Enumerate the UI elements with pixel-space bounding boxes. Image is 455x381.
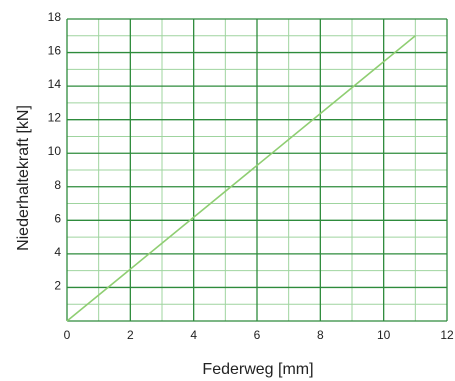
x-tick-label: 12 (440, 328, 454, 342)
y-tick-label: 12 (48, 111, 62, 125)
y-tick-labels: 2 4 6 8 10 12 14 16 18 (48, 10, 62, 292)
y-tick-label: 6 (54, 211, 61, 225)
y-tick-label: 10 (48, 144, 62, 158)
grid-major (66, 18, 448, 322)
y-tick-label: 16 (48, 44, 62, 58)
x-tick-label: 4 (190, 328, 197, 342)
y-tick-label: 14 (48, 77, 62, 91)
series-line (66, 35, 416, 322)
y-axis-label: Niederhaltekraft [kN] (15, 105, 32, 251)
y-tick-label: 2 (54, 278, 61, 292)
x-tick-label: 10 (377, 328, 391, 342)
x-tick-label: 8 (317, 328, 324, 342)
x-tick-label: 2 (127, 328, 134, 342)
y-tick-label: 18 (48, 10, 62, 24)
y-tick-label: 4 (54, 245, 61, 259)
x-tick-label: 0 (64, 328, 71, 342)
x-axis-label: Federweg [mm] (202, 361, 313, 378)
y-tick-label: 8 (54, 178, 61, 192)
series-group (66, 35, 416, 322)
x-tick-label: 6 (254, 328, 261, 342)
x-tick-labels: 0 2 4 6 8 10 12 (64, 328, 454, 342)
